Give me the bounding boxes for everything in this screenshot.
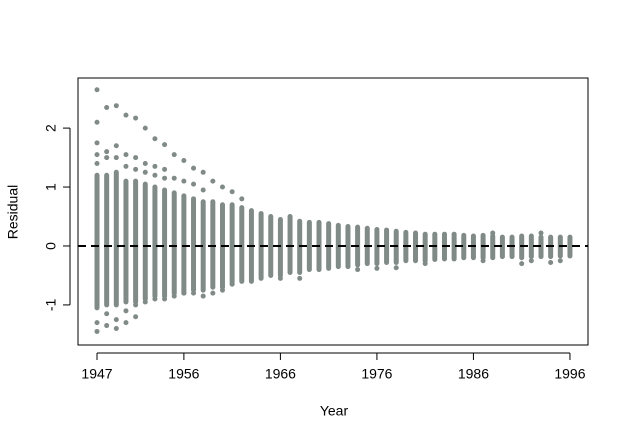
y-tick-label: 0 (43, 242, 59, 250)
plot-frame (77, 77, 589, 346)
point (104, 104, 110, 110)
y-axis-label: Residual (5, 185, 21, 239)
point (123, 112, 129, 118)
point (181, 158, 187, 164)
point (123, 152, 129, 158)
point (200, 187, 206, 193)
point (94, 152, 100, 158)
x-tick-label: 1947 (81, 366, 112, 382)
point (210, 178, 216, 184)
y-tick-label: 2 (43, 124, 59, 132)
point (113, 103, 119, 109)
point (480, 258, 486, 264)
point (200, 293, 206, 299)
point (94, 160, 100, 166)
point (133, 115, 139, 121)
point (123, 308, 129, 314)
point (133, 155, 139, 161)
point (133, 302, 139, 308)
point (113, 143, 119, 149)
point (171, 152, 177, 158)
point (519, 261, 525, 267)
point (490, 230, 496, 236)
point (142, 160, 148, 166)
point (557, 258, 563, 264)
point (528, 258, 534, 264)
x-axis-label: Year (320, 403, 349, 419)
y-tick-label: 1 (43, 183, 59, 191)
point (162, 142, 168, 148)
point (422, 261, 428, 267)
point (162, 296, 168, 302)
point (191, 290, 197, 296)
point (123, 320, 129, 326)
point (162, 175, 168, 181)
point (171, 175, 177, 181)
point (538, 230, 544, 236)
point (94, 119, 100, 125)
point (393, 265, 399, 271)
point (152, 296, 158, 302)
point (113, 325, 119, 331)
point (191, 181, 197, 187)
point (104, 149, 110, 155)
point (152, 136, 158, 142)
point (104, 323, 110, 329)
x-tick-label: 1966 (265, 366, 296, 382)
point (171, 293, 177, 299)
point (181, 178, 187, 184)
point (113, 155, 119, 161)
point (210, 290, 216, 296)
point (219, 184, 225, 190)
point (229, 189, 235, 195)
y-tick-label: -1 (43, 298, 59, 311)
x-tick-label: 1986 (458, 366, 489, 382)
point (219, 287, 225, 293)
point (152, 172, 158, 178)
point (142, 169, 148, 175)
point (142, 125, 148, 131)
point (94, 140, 100, 146)
point (239, 196, 245, 202)
point (104, 155, 110, 161)
point (123, 163, 129, 169)
x-tick-label: 1996 (554, 366, 585, 382)
point (548, 259, 554, 265)
point (94, 320, 100, 326)
point (94, 328, 100, 334)
point (297, 275, 303, 281)
point (113, 317, 119, 323)
point (104, 311, 110, 317)
point (162, 166, 168, 172)
point (355, 267, 361, 273)
point (200, 169, 206, 175)
x-tick-label: 1956 (168, 366, 199, 382)
point (94, 87, 100, 93)
point (374, 265, 380, 271)
point (133, 166, 139, 172)
point (133, 314, 139, 320)
point (181, 290, 187, 296)
x-tick-label: 1976 (361, 366, 392, 382)
point (142, 299, 148, 305)
point (277, 275, 283, 281)
point (152, 163, 158, 169)
point (191, 165, 197, 171)
